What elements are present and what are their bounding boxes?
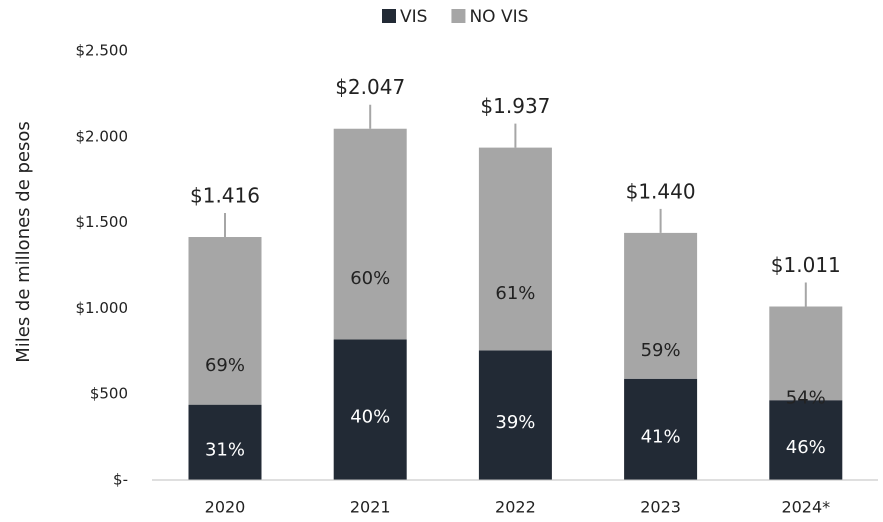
y-tick-label: $-	[113, 471, 128, 489]
bar-segment	[333, 128, 407, 340]
segment-label: 69%	[205, 355, 245, 376]
segment-label: 46%	[786, 437, 826, 458]
bar-segment	[769, 306, 843, 401]
bar-segment	[333, 339, 407, 480]
segment-label: 31%	[205, 439, 245, 460]
bar-segment	[478, 350, 552, 480]
y-tick-label: $1.000	[76, 299, 129, 317]
total-label: $1.440	[626, 179, 696, 203]
total-label: $2.047	[335, 75, 405, 99]
y-tick-label: $1.500	[76, 213, 129, 231]
x-tick-label: 2022	[495, 498, 536, 517]
bar-segment	[624, 232, 698, 379]
legend-label: NO VIS	[469, 7, 528, 27]
segment-label: 61%	[495, 283, 535, 304]
y-tick-label: $500	[90, 385, 128, 403]
segment-label: 41%	[641, 426, 681, 447]
segment-label: 39%	[495, 412, 535, 433]
legend-label: VIS	[400, 7, 427, 27]
y-axis-label: Miles de millones de pesos	[13, 121, 34, 363]
segment-label: 59%	[641, 340, 681, 361]
bar-segment	[769, 400, 843, 480]
total-label: $1.011	[771, 253, 841, 277]
bar-segment	[624, 378, 698, 480]
y-tick-label: $2.500	[76, 42, 129, 60]
legend-swatch	[451, 9, 466, 23]
bar-segment	[188, 237, 262, 405]
y-tick-label: $2.000	[76, 127, 129, 145]
bar-segment	[478, 147, 552, 351]
total-label: $1.937	[480, 94, 550, 118]
total-label: $1.416	[190, 184, 260, 208]
segment-label: 60%	[350, 268, 390, 289]
segment-label: 40%	[350, 407, 390, 428]
segment-label: 54%	[786, 387, 826, 408]
x-tick-label: 2023	[640, 498, 681, 517]
x-tick-label: 2024*	[781, 498, 830, 517]
x-tick-label: 2020	[205, 498, 246, 517]
bar-segment	[188, 404, 262, 480]
x-tick-label: 2021	[350, 498, 391, 517]
legend-swatch	[382, 9, 396, 23]
